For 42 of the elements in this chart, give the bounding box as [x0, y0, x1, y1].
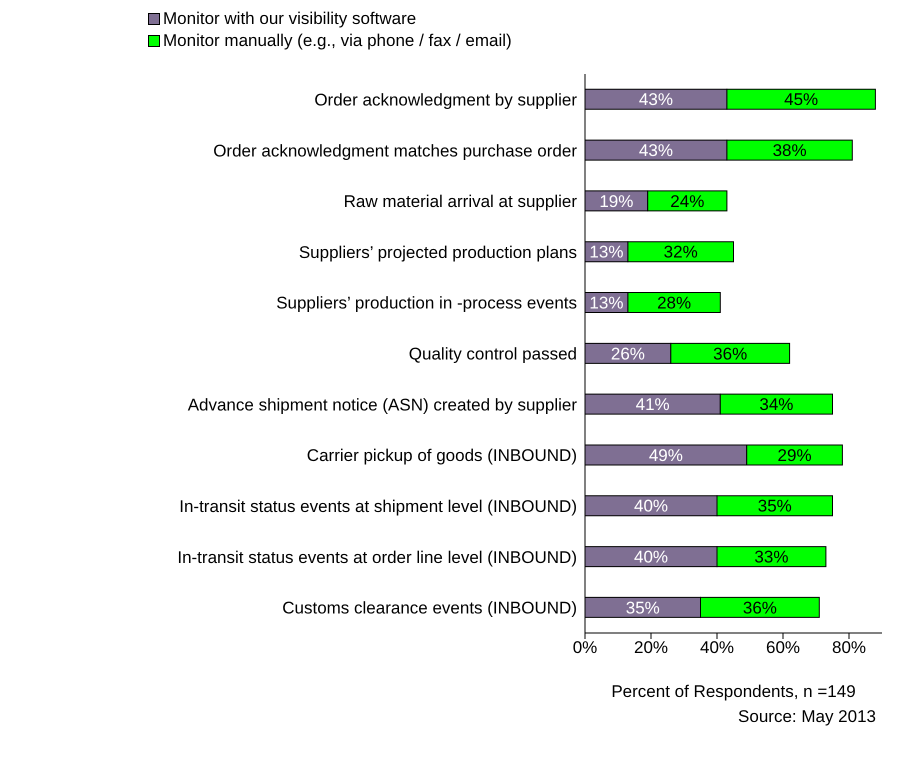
data-label: 32% — [664, 242, 698, 262]
data-label: 24% — [670, 192, 704, 211]
data-label: 49% — [648, 446, 683, 465]
y-tick-label: In-transit status events at order line level (INBOUND) — [177, 548, 577, 567]
data-label: 36% — [742, 598, 777, 618]
data-label: 36% — [713, 344, 748, 364]
x-tick-label: 20% — [634, 638, 668, 658]
data-label: 35% — [626, 598, 660, 618]
y-tick-label: Order acknowledgment by supplier — [314, 90, 578, 110]
x-axis-title: Percent of Respondents, n =149 — [611, 682, 856, 701]
data-label: 45% — [784, 90, 818, 110]
data-label: 26% — [610, 344, 645, 364]
x-tick-label: 80% — [832, 638, 866, 658]
legend-label: Monitor manually (e.g., via phone / fax / email) — [163, 31, 512, 51]
data-label: 33% — [754, 548, 788, 567]
data-label: 43% — [638, 90, 673, 110]
y-tick-label: Quality control passed — [408, 344, 577, 364]
y-tick-label: Suppliers’ projected production plans — [298, 242, 577, 262]
data-label: 41% — [636, 395, 670, 414]
y-tick-label: Carrier pickup of goods (INBOUND) — [306, 446, 577, 466]
legend-label: Monitor with our visibility software — [163, 9, 416, 29]
y-tick-label: Customs clearance events (INBOUND) — [282, 598, 577, 618]
y-tick-label: Advance shipment notice (ASN) created by supplier — [188, 395, 578, 414]
data-label: 19% — [599, 192, 634, 211]
data-label: 35% — [758, 496, 792, 516]
y-tick-label: In-transit status events at shipment level (INBOUND) — [179, 496, 577, 516]
source-note: Source: May 2013 — [737, 707, 877, 727]
data-label: 29% — [778, 446, 812, 465]
data-label: 43% — [638, 141, 673, 160]
data-label: 38% — [772, 141, 807, 160]
y-tick-label: Raw material arrival at supplier — [344, 192, 578, 212]
x-tick-label: 60% — [766, 638, 800, 658]
x-tick-label: 40% — [700, 638, 734, 658]
x-tick-label: 0% — [572, 638, 598, 658]
y-tick-label: Order acknowledgment matches purchase order — [213, 141, 578, 160]
data-label: 28% — [657, 293, 692, 312]
data-label: 34% — [759, 395, 794, 414]
data-label: 13% — [589, 242, 624, 262]
data-label: 13% — [589, 293, 624, 312]
data-label: 40% — [634, 496, 668, 516]
y-tick-label: Suppliers’ production in -process events — [276, 294, 577, 313]
data-label: 40% — [634, 548, 668, 567]
